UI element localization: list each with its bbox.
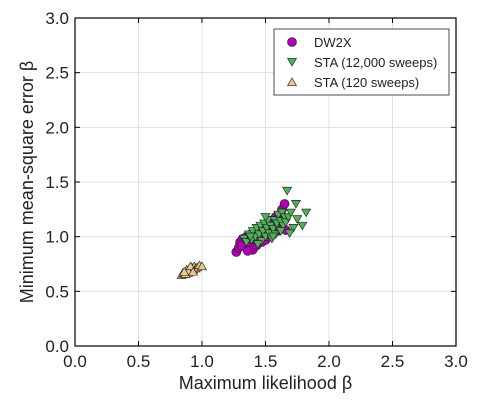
data-point xyxy=(260,213,271,222)
y-tick-label: 2.0 xyxy=(45,118,69,137)
legend: DW2X STA (12,000 sweeps) STA (120 sweeps) xyxy=(273,28,450,96)
data-point xyxy=(196,261,208,271)
legend-label: STA (120 sweeps) xyxy=(314,75,419,90)
legend-entry: STA (12,000 sweeps) xyxy=(286,55,437,70)
x-axis-label: Maximum likelihood β xyxy=(179,373,352,393)
data-points xyxy=(176,186,312,279)
y-tick-label: 2.5 xyxy=(45,64,69,83)
data-point xyxy=(301,208,312,218)
data-point xyxy=(276,208,288,218)
data-point xyxy=(179,267,190,276)
y-tick-label: 0.5 xyxy=(45,282,69,301)
legend-label: DW2X xyxy=(314,35,352,50)
x-tick-label: 2.0 xyxy=(317,352,341,371)
x-tick-label: 3.0 xyxy=(444,352,468,371)
axis-ticks: 0.0 0.5 1.0 1.5 2.0 2.5 3.0 0.0 0.5 1.0 1.5 2.0 2.5 3… xyxy=(45,9,467,371)
data-point xyxy=(252,240,263,249)
x-tick-label: 1.0 xyxy=(190,352,214,371)
data-point xyxy=(297,221,308,231)
y-tick-label: 1.5 xyxy=(45,173,69,192)
data-point xyxy=(292,215,303,224)
x-tick-label: 0.5 xyxy=(127,352,151,371)
data-point xyxy=(279,199,290,209)
y-tick-label: 3.0 xyxy=(45,9,69,28)
data-point xyxy=(245,232,256,242)
data-point xyxy=(275,227,286,236)
data-point xyxy=(188,267,199,276)
y-tick-label: 1.0 xyxy=(45,228,69,247)
data-point xyxy=(285,208,296,218)
data-point xyxy=(241,238,252,247)
data-point xyxy=(282,186,293,196)
data-point xyxy=(284,229,295,239)
data-point xyxy=(288,224,299,233)
legend-marker xyxy=(286,77,298,86)
legend-marker xyxy=(286,58,298,67)
legend-entry: STA (120 sweeps) xyxy=(286,75,419,90)
series-2 xyxy=(238,186,312,249)
data-point xyxy=(242,246,253,256)
legend-entry: DW2X xyxy=(287,35,352,50)
data-point xyxy=(268,232,279,242)
x-tick-label: 2.5 xyxy=(381,352,405,371)
data-point xyxy=(290,199,302,209)
legend-marker xyxy=(287,37,297,47)
x-tick-label: 1.5 xyxy=(254,352,278,371)
x-tick-label: 0.0 xyxy=(63,352,87,371)
legend-label: STA (12,000 sweeps) xyxy=(314,55,437,70)
series-3 xyxy=(176,260,208,279)
y-tick-label: 0.0 xyxy=(45,337,69,356)
legend-frame xyxy=(273,28,450,96)
y-axis-label: Minimum mean-square error β xyxy=(17,61,37,303)
